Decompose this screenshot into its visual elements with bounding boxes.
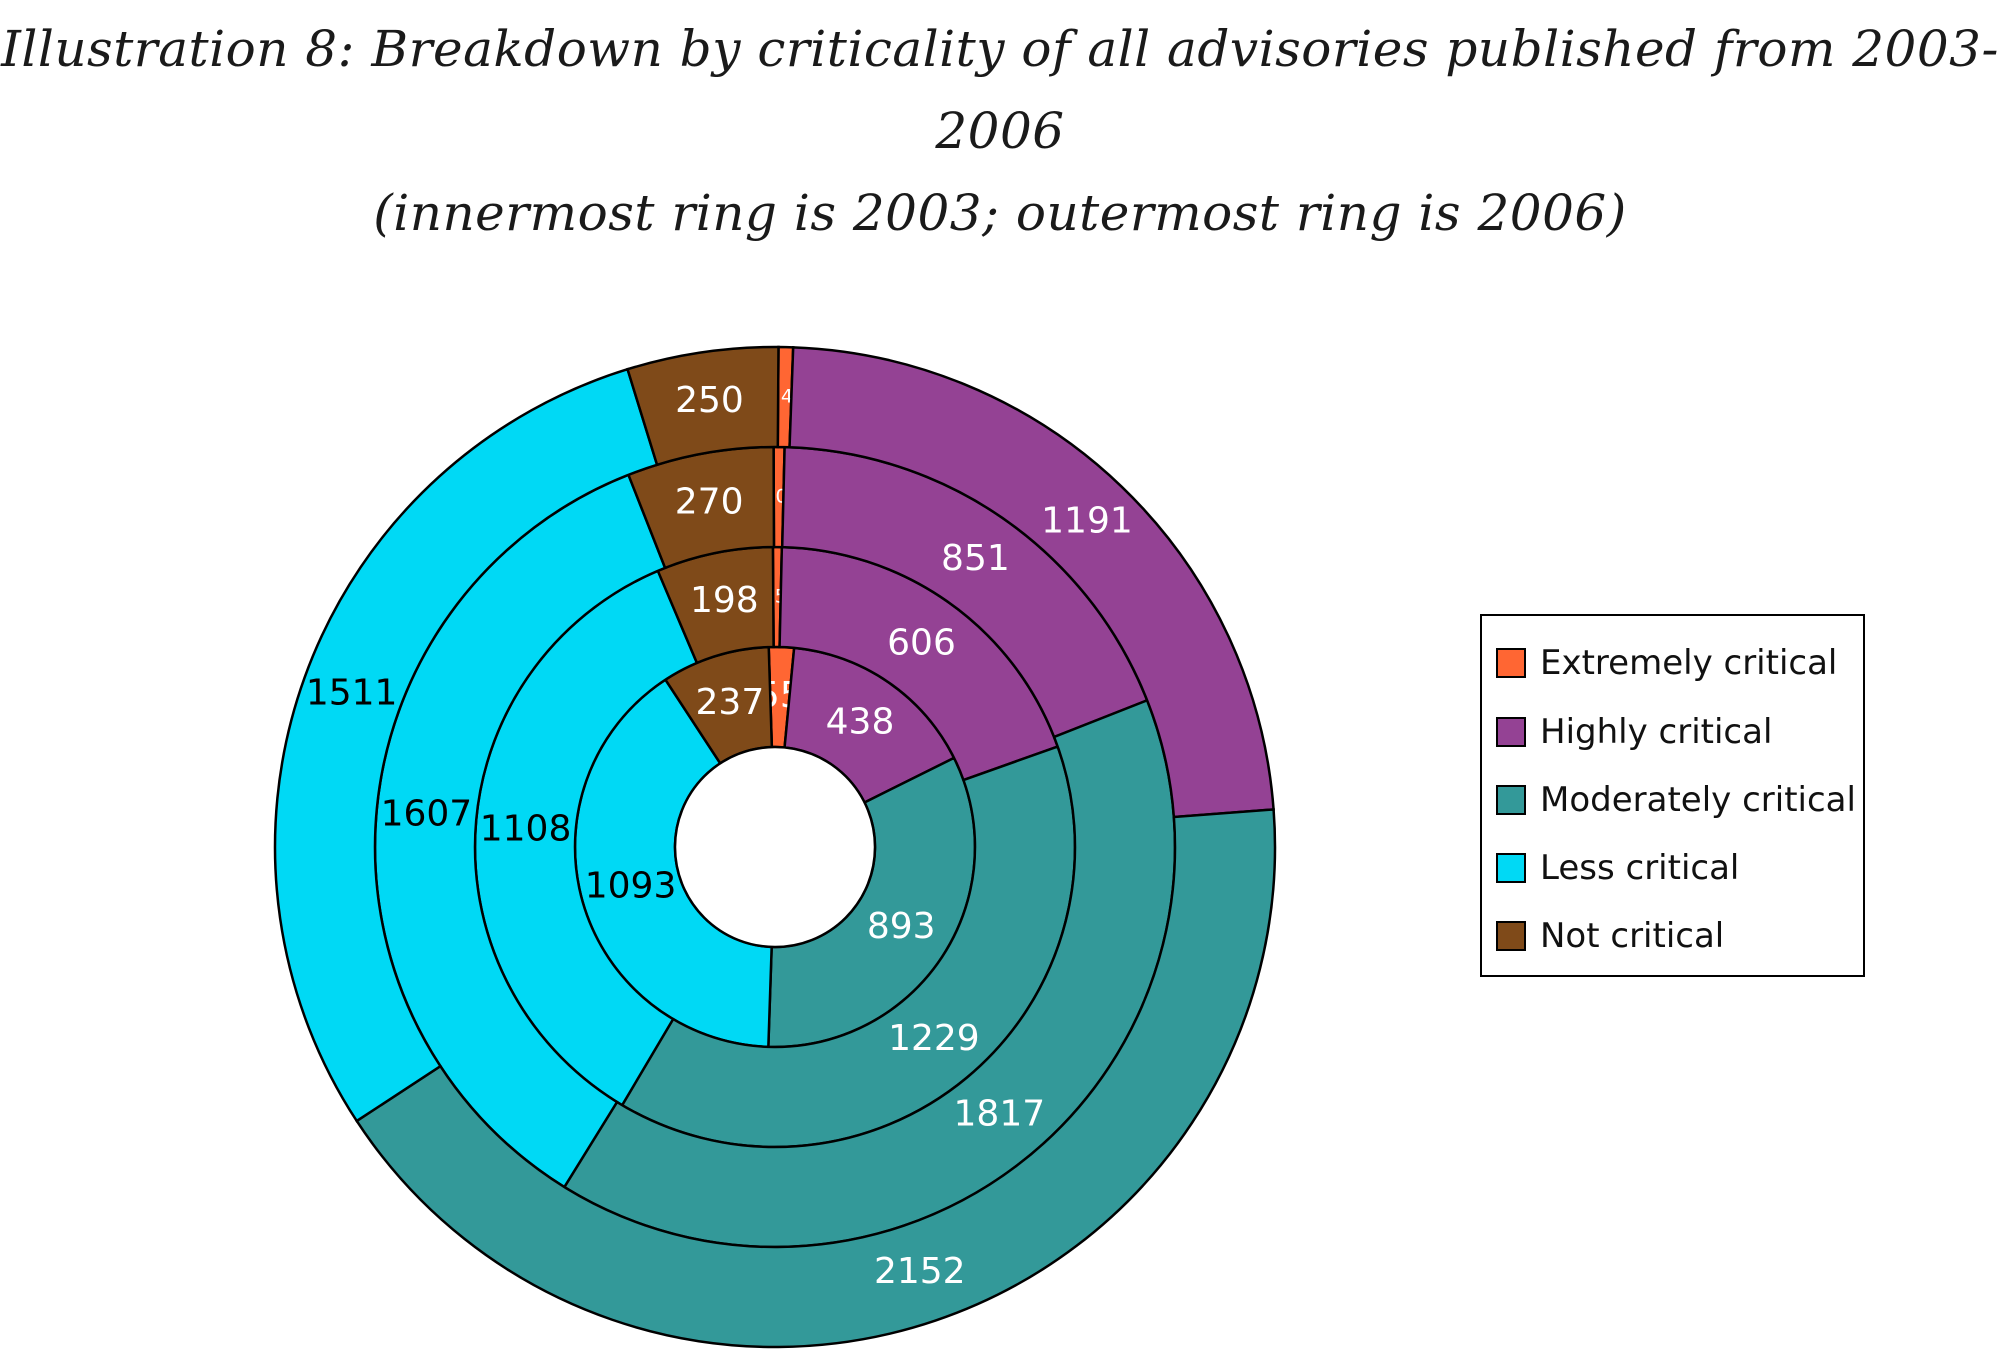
legend-swatch	[1496, 785, 1526, 815]
ring-2003-label-moderately-critical: 893	[867, 906, 936, 947]
legend-swatch	[1496, 853, 1526, 883]
center-hole	[673, 745, 877, 949]
legend-swatch	[1496, 921, 1526, 951]
ring-2004-label-highly-critical: 606	[887, 622, 956, 663]
ring-2006-label-highly-critical: 1191	[1041, 501, 1133, 542]
legend-label: Highly critical	[1540, 712, 1773, 752]
legend-label: Extremely critical	[1540, 643, 1838, 683]
ring-2005-label-highly-critical: 851	[941, 538, 1010, 579]
chart-title: Illustration 8: Breakdown by criticality…	[1, 20, 1999, 160]
legend-label: Moderately critical	[1540, 780, 1856, 820]
ring-2006-label-not-critical: 250	[675, 380, 744, 421]
ring-2004-label-not-critical: 198	[690, 580, 759, 621]
legend-item-less-critical: Less critical	[1496, 848, 1739, 888]
ring-2003-label-less-critical: 1093	[585, 865, 677, 906]
legend-item-moderately-critical: Moderately critical	[1496, 780, 1856, 820]
ring-2003-label-highly-critical: 438	[826, 701, 895, 742]
chart-legend: Extremely critical Highly critical Moder…	[1480, 614, 1865, 977]
ring-2006-label-moderately-critical: 2152	[874, 1251, 966, 1292]
legend-item-not-critical: Not critical	[1496, 916, 1724, 956]
ring-2006-segment-not-critical	[625, 345, 780, 467]
legend-swatch	[1496, 717, 1526, 747]
legend-swatch	[1496, 648, 1526, 678]
ring-2005-label-less-critical: 1607	[381, 794, 473, 835]
chart-subtitle: (innermost ring is 2003; outermost ring …	[373, 184, 1627, 242]
legend-label: Not critical	[1540, 916, 1725, 956]
ring-2006-label-less-critical: 1511	[306, 672, 398, 713]
ring-2005-label-moderately-critical: 1817	[954, 1094, 1046, 1135]
legend-item-extremely-critical: Extremely critical	[1496, 643, 1837, 683]
ring-2004-label-less-critical: 1108	[480, 808, 572, 849]
chart-caption: Illustration 8: Breakdown by criticality…	[0, 8, 2000, 254]
ring-2004-label-moderately-critical: 1229	[888, 1018, 980, 1059]
legend-label: Less critical	[1540, 848, 1740, 888]
ring-2005-label-not-critical: 270	[675, 481, 744, 522]
ring-2006-segment-moderately-critical	[355, 808, 1277, 1349]
ring-2006-segment-less-critical	[273, 367, 659, 1123]
legend-item-highly-critical: Highly critical	[1496, 712, 1772, 752]
ring-2003-label-not-critical: 237	[696, 682, 765, 723]
